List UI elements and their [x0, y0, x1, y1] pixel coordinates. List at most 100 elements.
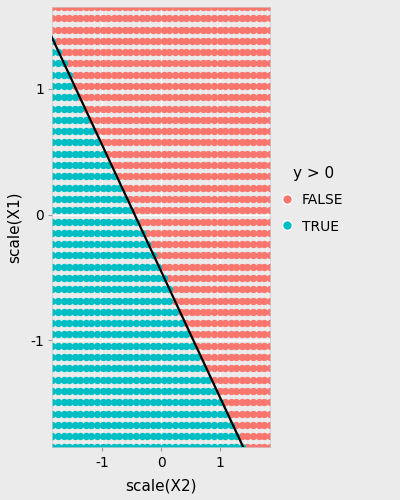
Point: [261, 353, 268, 361]
Point: [200, 82, 206, 90]
Point: [110, 48, 117, 56]
Point: [150, 138, 156, 146]
Point: [239, 195, 245, 203]
Point: [127, 116, 134, 124]
Point: [177, 94, 184, 102]
Point: [122, 161, 128, 169]
Point: [127, 14, 134, 22]
Point: [205, 37, 212, 45]
Point: [110, 70, 117, 78]
Point: [211, 421, 217, 429]
Point: [72, 116, 78, 124]
Point: [55, 172, 61, 180]
Point: [60, 206, 67, 214]
Point: [194, 296, 200, 304]
Point: [138, 262, 145, 270]
Point: [122, 150, 128, 158]
Point: [228, 364, 234, 372]
Point: [233, 206, 240, 214]
Point: [177, 353, 184, 361]
Point: [94, 104, 100, 112]
Point: [177, 3, 184, 11]
Point: [77, 116, 84, 124]
Point: [244, 444, 251, 452]
Point: [105, 274, 111, 282]
Point: [211, 364, 217, 372]
Y-axis label: scale(X1): scale(X1): [7, 192, 22, 263]
Point: [60, 342, 67, 349]
Point: [133, 252, 139, 260]
Point: [261, 37, 268, 45]
Point: [66, 3, 72, 11]
Point: [60, 48, 67, 56]
Point: [222, 364, 228, 372]
Point: [250, 376, 256, 384]
Point: [256, 48, 262, 56]
Point: [94, 60, 100, 68]
Point: [166, 26, 173, 34]
Point: [155, 296, 162, 304]
Point: [72, 240, 78, 248]
Point: [150, 432, 156, 440]
Point: [60, 432, 67, 440]
Point: [105, 319, 111, 327]
Point: [138, 116, 145, 124]
Point: [66, 161, 72, 169]
Point: [49, 364, 56, 372]
Point: [77, 444, 84, 452]
Point: [122, 286, 128, 294]
Point: [211, 218, 217, 226]
Point: [110, 319, 117, 327]
Point: [122, 104, 128, 112]
Point: [200, 364, 206, 372]
Point: [88, 364, 94, 372]
Point: [256, 330, 262, 338]
Point: [256, 353, 262, 361]
Point: [200, 94, 206, 102]
Point: [183, 308, 189, 316]
Point: [116, 14, 122, 22]
Point: [110, 127, 117, 135]
Point: [239, 353, 245, 361]
Point: [172, 286, 178, 294]
Point: [60, 60, 67, 68]
Point: [116, 37, 122, 45]
Point: [205, 274, 212, 282]
Point: [49, 82, 56, 90]
Point: [172, 26, 178, 34]
Point: [211, 161, 217, 169]
Point: [244, 432, 251, 440]
Point: [233, 70, 240, 78]
Point: [239, 262, 245, 270]
Point: [250, 184, 256, 192]
Point: [233, 116, 240, 124]
Point: [49, 296, 56, 304]
Point: [211, 150, 217, 158]
Point: [150, 116, 156, 124]
Point: [110, 330, 117, 338]
Point: [211, 296, 217, 304]
Point: [55, 37, 61, 45]
Point: [88, 353, 94, 361]
Point: [256, 342, 262, 349]
Point: [77, 229, 84, 237]
Point: [60, 252, 67, 260]
Point: [250, 116, 256, 124]
Point: [177, 48, 184, 56]
Point: [250, 26, 256, 34]
Point: [267, 274, 273, 282]
Point: [183, 410, 189, 418]
Point: [244, 387, 251, 395]
Point: [205, 353, 212, 361]
Point: [183, 94, 189, 102]
Point: [122, 330, 128, 338]
Point: [256, 70, 262, 78]
Point: [83, 70, 89, 78]
Point: [83, 421, 89, 429]
Point: [138, 70, 145, 78]
Point: [72, 14, 78, 22]
Point: [166, 262, 173, 270]
Point: [94, 48, 100, 56]
Point: [233, 432, 240, 440]
Point: [244, 421, 251, 429]
